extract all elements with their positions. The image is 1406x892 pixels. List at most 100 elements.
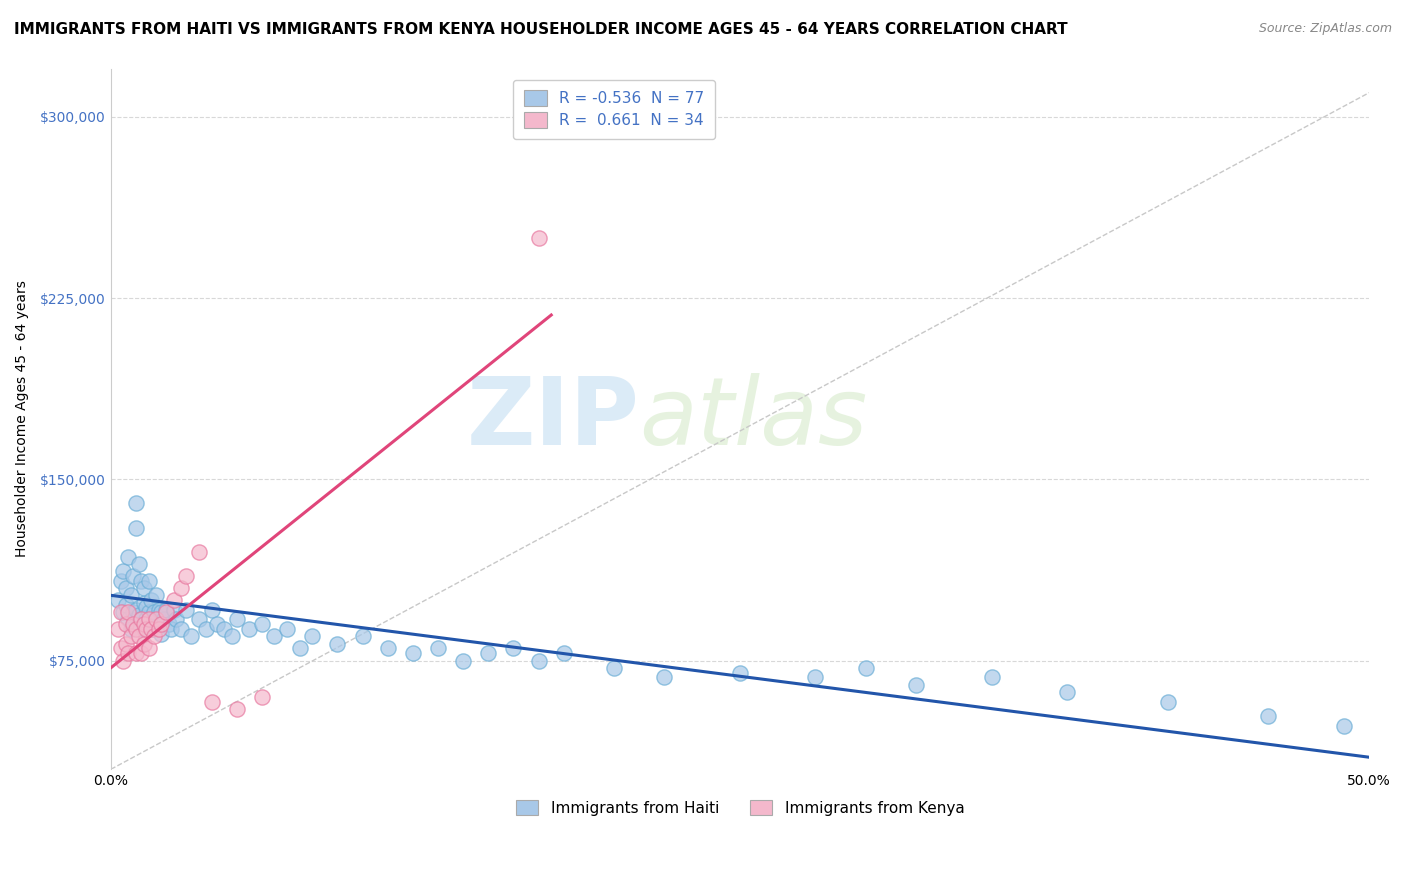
Point — [804, 671, 827, 685]
Point — [138, 612, 160, 626]
Point — [225, 612, 247, 626]
Point — [129, 646, 152, 660]
Point — [142, 605, 165, 619]
Point — [276, 622, 298, 636]
Point — [148, 603, 170, 617]
Point — [148, 622, 170, 636]
Point — [402, 646, 425, 660]
Point — [112, 605, 135, 619]
Point — [176, 569, 198, 583]
Point — [120, 629, 142, 643]
Point — [527, 654, 550, 668]
Point — [129, 612, 152, 626]
Y-axis label: Householder Income Ages 45 - 64 years: Householder Income Ages 45 - 64 years — [15, 280, 30, 558]
Point — [128, 607, 150, 622]
Point — [128, 629, 150, 643]
Point — [122, 605, 145, 619]
Point — [145, 588, 167, 602]
Point — [125, 496, 148, 510]
Point — [1056, 685, 1078, 699]
Point — [120, 588, 142, 602]
Point — [170, 581, 193, 595]
Point — [135, 600, 157, 615]
Point — [427, 641, 450, 656]
Point — [135, 622, 157, 636]
Point — [112, 564, 135, 578]
Point — [288, 641, 311, 656]
Point — [150, 627, 173, 641]
Point — [553, 646, 575, 660]
Point — [117, 549, 139, 564]
Point — [142, 629, 165, 643]
Point — [250, 690, 273, 704]
Point — [132, 622, 155, 636]
Point — [301, 629, 323, 643]
Point — [250, 617, 273, 632]
Point — [132, 596, 155, 610]
Point — [163, 593, 186, 607]
Point — [138, 574, 160, 588]
Text: IMMIGRANTS FROM HAITI VS IMMIGRANTS FROM KENYA HOUSEHOLDER INCOME AGES 45 - 64 Y: IMMIGRANTS FROM HAITI VS IMMIGRANTS FROM… — [14, 22, 1067, 37]
Point — [187, 545, 209, 559]
Point — [180, 629, 202, 643]
Point — [502, 641, 524, 656]
Point — [155, 603, 177, 617]
Point — [125, 646, 148, 660]
Point — [115, 617, 138, 632]
Point — [129, 612, 152, 626]
Point — [855, 661, 877, 675]
Point — [128, 557, 150, 571]
Point — [132, 617, 155, 632]
Point — [1157, 695, 1180, 709]
Point — [139, 622, 162, 636]
Point — [263, 629, 285, 643]
Point — [117, 646, 139, 660]
Point — [603, 661, 626, 675]
Point — [125, 603, 148, 617]
Point — [125, 622, 148, 636]
Point — [129, 574, 152, 588]
Point — [170, 622, 193, 636]
Point — [980, 671, 1002, 685]
Point — [110, 641, 132, 656]
Point — [122, 569, 145, 583]
Point — [176, 603, 198, 617]
Point — [117, 612, 139, 626]
Text: Source: ZipAtlas.com: Source: ZipAtlas.com — [1258, 22, 1392, 36]
Point — [377, 641, 399, 656]
Point — [654, 671, 676, 685]
Point — [107, 622, 129, 636]
Point — [152, 612, 174, 626]
Point — [138, 605, 160, 619]
Point — [112, 654, 135, 668]
Point — [145, 622, 167, 636]
Point — [326, 637, 349, 651]
Point — [163, 603, 186, 617]
Point — [110, 574, 132, 588]
Point — [195, 622, 218, 636]
Point — [155, 605, 177, 619]
Point — [1333, 719, 1355, 733]
Point — [451, 654, 474, 668]
Point — [145, 612, 167, 626]
Point — [139, 622, 162, 636]
Point — [115, 598, 138, 612]
Point — [120, 622, 142, 636]
Point — [352, 629, 374, 643]
Point — [117, 605, 139, 619]
Point — [138, 641, 160, 656]
Point — [150, 605, 173, 619]
Point — [477, 646, 499, 660]
Point — [150, 617, 173, 632]
Point — [205, 617, 228, 632]
Point — [225, 702, 247, 716]
Point — [132, 581, 155, 595]
Point — [221, 629, 243, 643]
Point — [139, 593, 162, 607]
Point — [1257, 709, 1279, 723]
Point — [115, 637, 138, 651]
Point — [238, 622, 260, 636]
Point — [187, 612, 209, 626]
Point — [165, 612, 187, 626]
Point — [135, 612, 157, 626]
